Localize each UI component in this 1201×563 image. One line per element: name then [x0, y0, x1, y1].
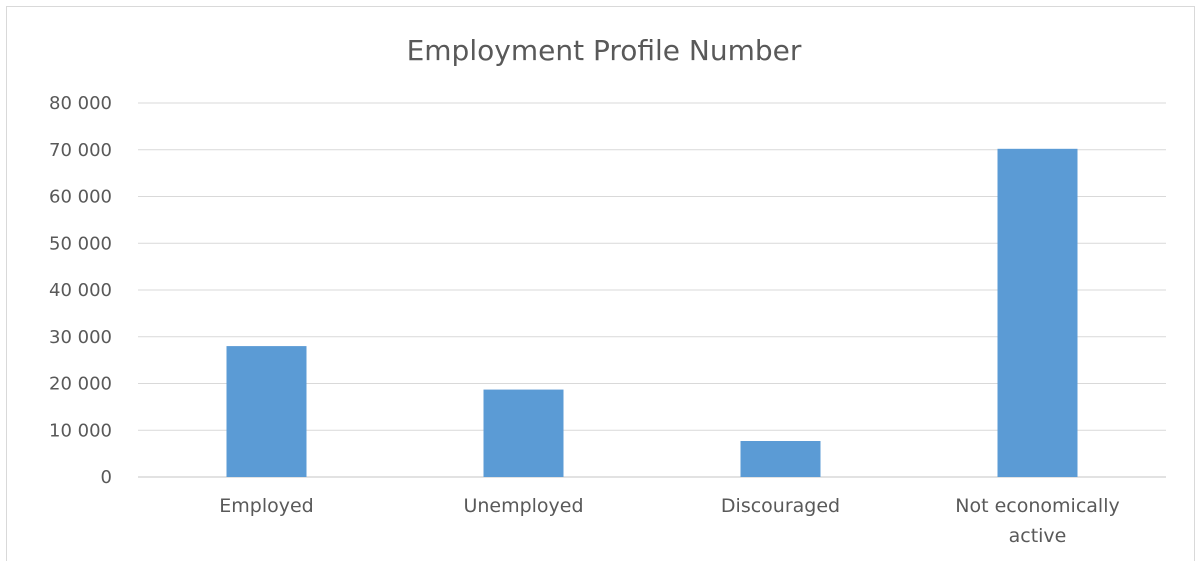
chart-frame — [6, 6, 1195, 561]
category-label: Unemployed — [463, 495, 583, 517]
bar-not-economically-active — [997, 148, 1078, 477]
bars — [226, 148, 1078, 477]
category-label: Discouraged — [721, 495, 840, 517]
y-tick-label: 60 000 — [49, 187, 112, 208]
bar-unemployed — [483, 389, 564, 477]
bar-discouraged — [740, 441, 821, 477]
category-label: Not economically active — [955, 495, 1119, 547]
y-tick-label: 30 000 — [49, 327, 112, 348]
y-tick-label: 50 000 — [49, 233, 112, 254]
gridlines — [138, 102, 1166, 478]
y-axis-tick-labels: 0 10 000 20 000 30 000 40 000 50 000 60 000 70 … — [49, 93, 112, 488]
chart-title: Employment Profile Number — [407, 34, 802, 67]
bar-employed — [226, 346, 307, 477]
y-tick-label: 70 000 — [49, 140, 112, 161]
x-axis-category-labels: Employed Unemployed Discouraged Not economi… — [219, 495, 1119, 547]
y-tick-label: 20 000 — [49, 374, 112, 395]
y-tick-label: 40 000 — [49, 280, 112, 301]
category-label: Employed — [219, 495, 313, 517]
y-tick-label: 0 — [101, 467, 112, 488]
y-tick-label: 80 000 — [49, 93, 112, 114]
y-tick-label: 10 000 — [49, 420, 112, 441]
